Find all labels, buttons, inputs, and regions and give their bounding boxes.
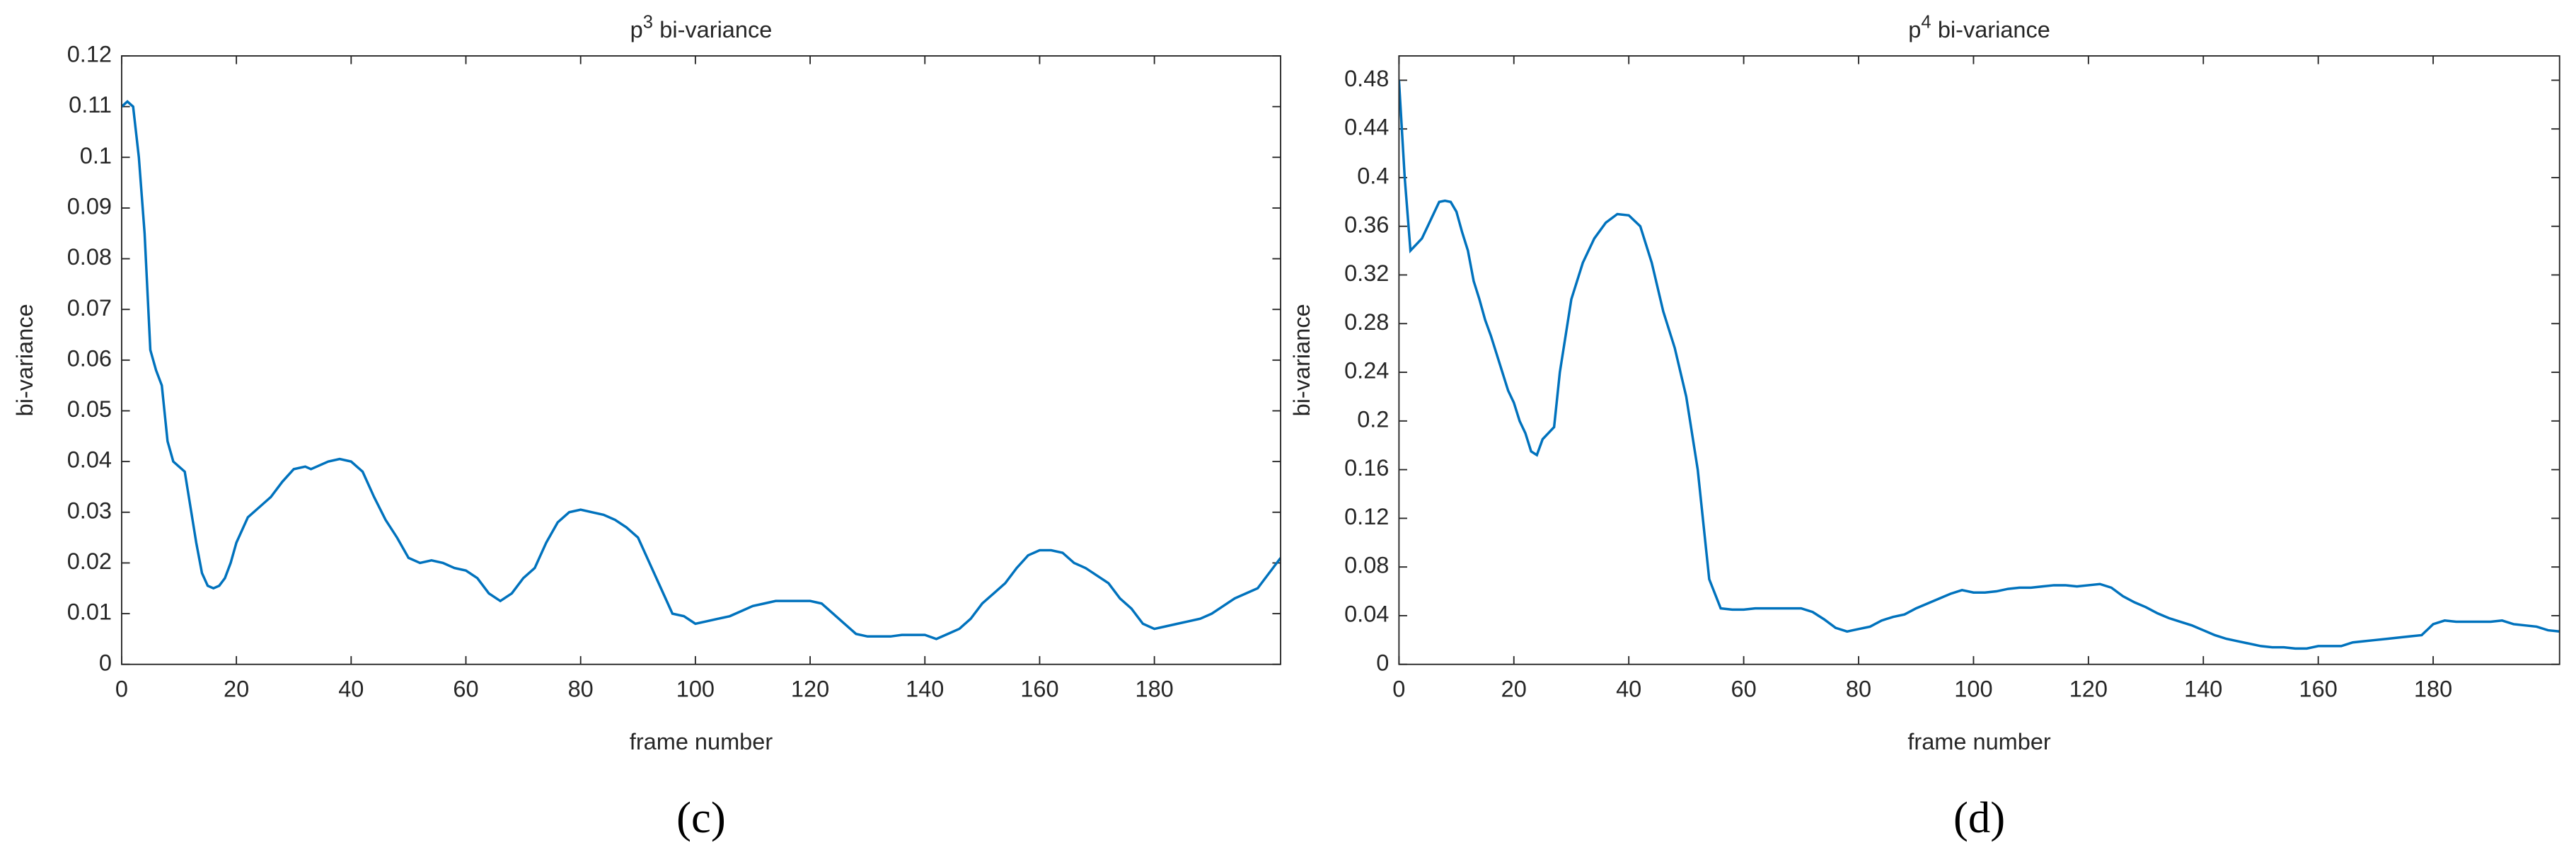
title-text: bi-variance — [1938, 17, 2050, 42]
title-base: p — [1908, 17, 1921, 42]
title-base: p — [630, 17, 643, 42]
x-tick-label: 100 — [676, 676, 715, 701]
y-tick-label: 0.36 — [1344, 212, 1389, 237]
plot-area — [1399, 56, 2560, 665]
x-tick-label: 140 — [906, 676, 944, 701]
x-tick-label: 20 — [224, 676, 249, 701]
y-tick-label: 0.16 — [1344, 455, 1389, 481]
x-tick-label: 20 — [1501, 676, 1527, 701]
x-axis-label: frame number — [1907, 729, 2051, 754]
y-tick-label: 0.2 — [1357, 406, 1389, 432]
y-tick-label: 0.44 — [1344, 115, 1389, 140]
y-tick-label: 0 — [99, 650, 112, 675]
y-tick-label: 0.1 — [80, 143, 112, 168]
y-tick-label: 0.32 — [1344, 260, 1389, 286]
y-tick-label: 0.4 — [1357, 163, 1389, 189]
x-tick-label: 60 — [1731, 676, 1757, 701]
y-tick-label: 0.01 — [67, 599, 112, 625]
x-tick-label: 40 — [1616, 676, 1641, 701]
y-tick-label: 0.04 — [1344, 602, 1389, 627]
y-tick-label: 0.06 — [67, 345, 112, 371]
x-tick-label: 100 — [1954, 676, 1992, 701]
y-tick-label: 0.08 — [67, 244, 112, 270]
y-axis-label: bi-variance — [12, 304, 37, 416]
x-tick-label: 180 — [1136, 676, 1174, 701]
title-text: bi-variance — [659, 17, 772, 42]
caption: (d) — [1953, 793, 2005, 842]
y-tick-label: 0.03 — [67, 498, 112, 523]
x-tick-label: 80 — [568, 676, 594, 701]
y-tick-label: 0.12 — [1344, 504, 1389, 529]
x-tick-label: 120 — [2069, 676, 2108, 701]
plot-area — [121, 56, 1281, 665]
y-axis-label: bi-variance — [1289, 304, 1315, 416]
y-tick-label: 0.04 — [67, 447, 112, 473]
chart-title: p3 bi-variance — [630, 12, 773, 42]
caption: (c) — [676, 793, 726, 842]
x-tick-label: 160 — [1020, 676, 1058, 701]
title-exponent: 3 — [643, 12, 653, 32]
data-line — [121, 100, 1281, 640]
x-tick-label: 80 — [1846, 676, 1871, 701]
x-tick-label: 180 — [2414, 676, 2452, 701]
y-tick-label: 0.48 — [1344, 66, 1389, 91]
y-tick-label: 0.07 — [67, 295, 112, 321]
axes-box — [121, 55, 1281, 665]
x-tick-label: 120 — [791, 676, 829, 701]
x-tick-label: 40 — [338, 676, 364, 701]
y-tick-label: 0.09 — [67, 194, 112, 219]
x-tick-label: 0 — [115, 676, 128, 701]
x-tick-label: 160 — [2299, 676, 2338, 701]
x-tick-label: 60 — [453, 676, 478, 701]
y-tick-label: 0.02 — [67, 548, 112, 574]
chart-title: p4 bi-variance — [1908, 12, 2050, 42]
x-axis-label: frame number — [630, 729, 773, 754]
x-tick-label: 140 — [2184, 676, 2222, 701]
title-exponent: 4 — [1921, 12, 1931, 32]
x-tick-label: 0 — [1392, 676, 1405, 701]
y-tick-label: 0.11 — [69, 92, 112, 117]
data-line — [1399, 80, 2560, 650]
y-tick-label: 0.12 — [67, 42, 112, 67]
y-tick-label: 0 — [1376, 650, 1389, 675]
axes-box — [1398, 55, 2560, 665]
y-tick-label: 0.05 — [67, 396, 112, 422]
y-tick-label: 0.28 — [1344, 309, 1389, 335]
y-tick-label: 0.08 — [1344, 553, 1389, 578]
y-tick-label: 0.24 — [1344, 358, 1389, 384]
